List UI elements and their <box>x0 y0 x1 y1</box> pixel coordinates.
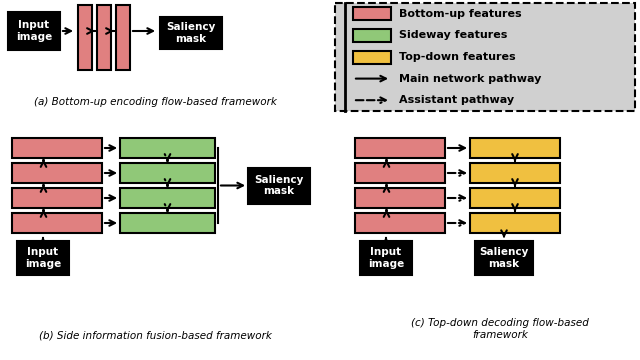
Bar <box>8 12 60 50</box>
Bar <box>160 17 222 49</box>
Text: Sideway features: Sideway features <box>399 30 508 40</box>
Text: (b) Side information fusion-based framework: (b) Side information fusion-based framew… <box>38 330 271 340</box>
Bar <box>120 163 215 183</box>
Text: Saliency
mask: Saliency mask <box>166 22 216 44</box>
Text: (a) Bottom-up encoding flow-based framework: (a) Bottom-up encoding flow-based framew… <box>33 97 276 107</box>
Text: Input
image: Input image <box>368 247 404 269</box>
Text: Main network pathway: Main network pathway <box>399 73 541 84</box>
Text: Assistant pathway: Assistant pathway <box>399 95 514 105</box>
Bar <box>12 188 102 208</box>
Text: Saliency
mask: Saliency mask <box>479 247 529 269</box>
Bar <box>353 7 391 20</box>
Bar <box>470 138 560 158</box>
Bar <box>335 3 635 111</box>
Text: Bottom-up features: Bottom-up features <box>399 9 522 19</box>
Text: Input
image: Input image <box>25 247 61 269</box>
Text: (c) Top-down decoding flow-based
framework: (c) Top-down decoding flow-based framewo… <box>411 318 589 340</box>
Bar <box>353 29 391 42</box>
Bar <box>120 188 215 208</box>
Bar <box>17 241 69 275</box>
Bar <box>470 188 560 208</box>
Bar <box>116 5 130 70</box>
Bar <box>355 138 445 158</box>
Bar <box>470 213 560 233</box>
Bar <box>78 5 92 70</box>
Bar <box>355 213 445 233</box>
Text: Input
image: Input image <box>16 20 52 42</box>
Bar <box>120 138 215 158</box>
Bar <box>475 241 533 275</box>
Bar <box>12 138 102 158</box>
Bar <box>355 188 445 208</box>
Bar <box>360 241 412 275</box>
Bar <box>248 167 310 203</box>
Text: Top-down features: Top-down features <box>399 52 516 62</box>
Text: Saliency
mask: Saliency mask <box>254 175 304 196</box>
Bar <box>470 163 560 183</box>
Bar <box>353 50 391 63</box>
Bar <box>12 163 102 183</box>
Bar <box>120 213 215 233</box>
Bar <box>97 5 111 70</box>
Bar <box>355 163 445 183</box>
Bar <box>12 213 102 233</box>
